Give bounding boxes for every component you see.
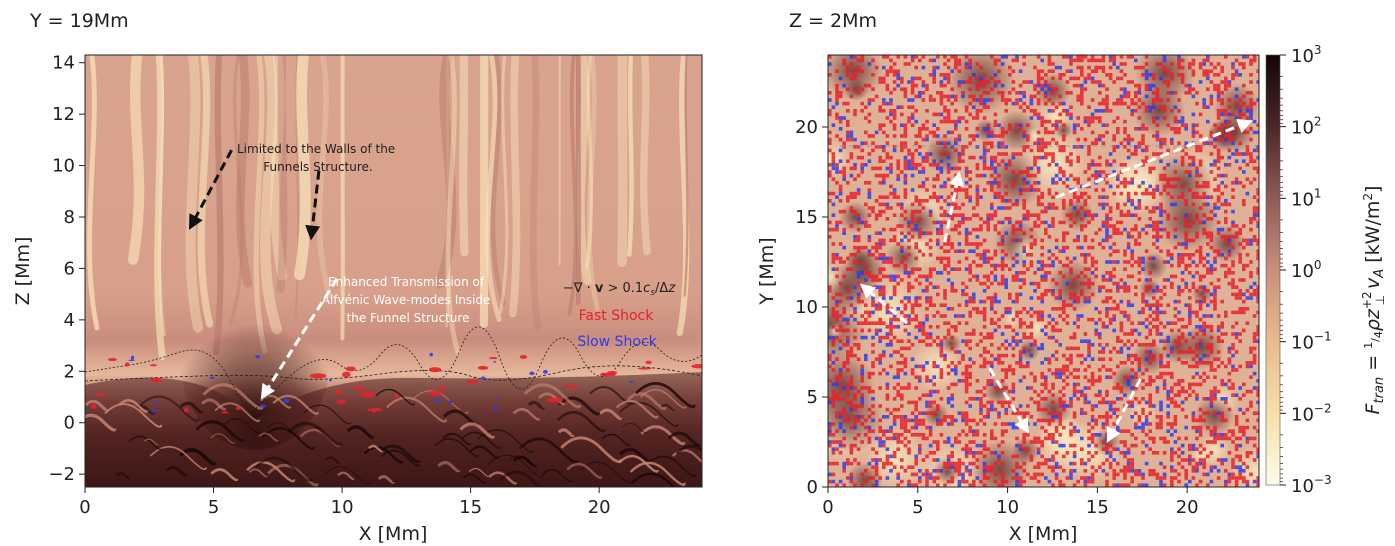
right-arrows	[859, 118, 1253, 443]
right-x-tick-label: 5	[912, 497, 923, 518]
right-x-axis-label: X [Mm]	[1009, 523, 1078, 545]
left-y-tick-label: 14	[52, 53, 75, 74]
colorbar-tick-label: 103	[1291, 43, 1322, 67]
colorbar-tick-label: 10−3	[1291, 473, 1332, 497]
right-x-tick-label: 0	[822, 497, 833, 518]
left-y-axis-label: Z [Mm]	[12, 237, 34, 306]
right-panel-title: Z = 2Mm	[789, 10, 877, 32]
right-x-tick-label: 10	[996, 497, 1019, 518]
legend-fast-shock: Fast Shock	[579, 308, 655, 324]
left-y-tick-label: 0	[64, 413, 75, 434]
right-axes: 0 5 10 15 20 0 5 10 15 20	[795, 117, 1199, 518]
colorbar-tick-label: 10−1	[1291, 330, 1332, 354]
left-y-tick-label: 6	[64, 258, 75, 279]
right-x-tick-label: 20	[1176, 497, 1199, 518]
left-heatmap-image	[85, 55, 702, 487]
right-y-tick-label: 0	[807, 477, 818, 498]
right-y-tick-label: 15	[795, 207, 818, 228]
left-arrow-2	[260, 277, 339, 400]
left-arrow-0	[188, 149, 233, 230]
left-arrow-1	[305, 170, 321, 241]
right-panel: Z = 2Mm 0 5 10 15 20 0 5 10 15 20 X [Mm] Y [Mm] 1…	[756, 10, 1387, 545]
right-plot-frame	[827, 54, 1260, 488]
left-x-tick-label: 20	[588, 497, 611, 518]
legend-header: −∇ · v > 0.1cs/Δz	[563, 281, 676, 298]
colorbar: 103 102 101 100 10−1 10−2 10−3 Ftran = 1/4ρz+2…	[1265, 43, 1387, 497]
right-arrow-1	[943, 170, 964, 243]
right-arrow-0	[859, 283, 908, 325]
left-y-tick-label: 8	[64, 207, 75, 228]
right-y-tick-label: 20	[795, 117, 818, 138]
left-arrows	[188, 149, 339, 400]
right-arrow-4	[1106, 378, 1142, 443]
right-y-tick-label: 10	[795, 297, 818, 318]
right-x-tick-label: 15	[1086, 497, 1109, 518]
left-x-tick-label: 10	[331, 497, 354, 518]
colorbar-gradient	[1265, 54, 1281, 486]
left-y-tick-label: 10	[52, 156, 75, 177]
left-y-tick-label: 4	[64, 310, 75, 331]
left-x-tick-label: 5	[208, 497, 219, 518]
left-x-axis-label: X [Mm]	[359, 523, 428, 545]
annotation-transmission: Enhanced Transmission of Alfvénic Wave-m…	[322, 275, 495, 325]
colorbar-ticks: 103 102 101 100 10−1 10−2 10−3	[1280, 43, 1332, 497]
right-y-axis-label: Y [Mm]	[756, 237, 778, 305]
left-y-tick-label: −2	[48, 464, 75, 485]
right-y-tick-label: 5	[807, 387, 818, 408]
colorbar-tick-label: 101	[1291, 186, 1322, 210]
colorbar-tick-label: 102	[1291, 115, 1322, 139]
right-heatmap-image	[828, 55, 1259, 487]
colorbar-tick-label: 100	[1291, 258, 1322, 282]
annotation-walls: Limited to the Walls of the Funnels Stru…	[237, 142, 399, 174]
left-y-tick-label: 12	[52, 104, 75, 125]
left-y-tick-label: 2	[64, 361, 75, 382]
left-x-tick-label: 0	[79, 497, 90, 518]
right-arrow-3	[988, 367, 1029, 434]
right-arrow-2	[1055, 118, 1253, 199]
legend-slow-shock: Slow Shock	[577, 334, 657, 350]
colorbar-label: Ftran = 1/4ρz+2⊥vA [kW/m2]	[1360, 186, 1387, 415]
shock-legend: −∇ · v > 0.1cs/Δz Fast Shock Slow Shock	[563, 281, 676, 350]
colorbar-tick-label: 10−2	[1291, 401, 1332, 425]
left-panel-title: Y = 19Mm	[29, 10, 129, 32]
left-x-tick-label: 15	[459, 497, 482, 518]
left-plot-frame	[84, 54, 703, 488]
